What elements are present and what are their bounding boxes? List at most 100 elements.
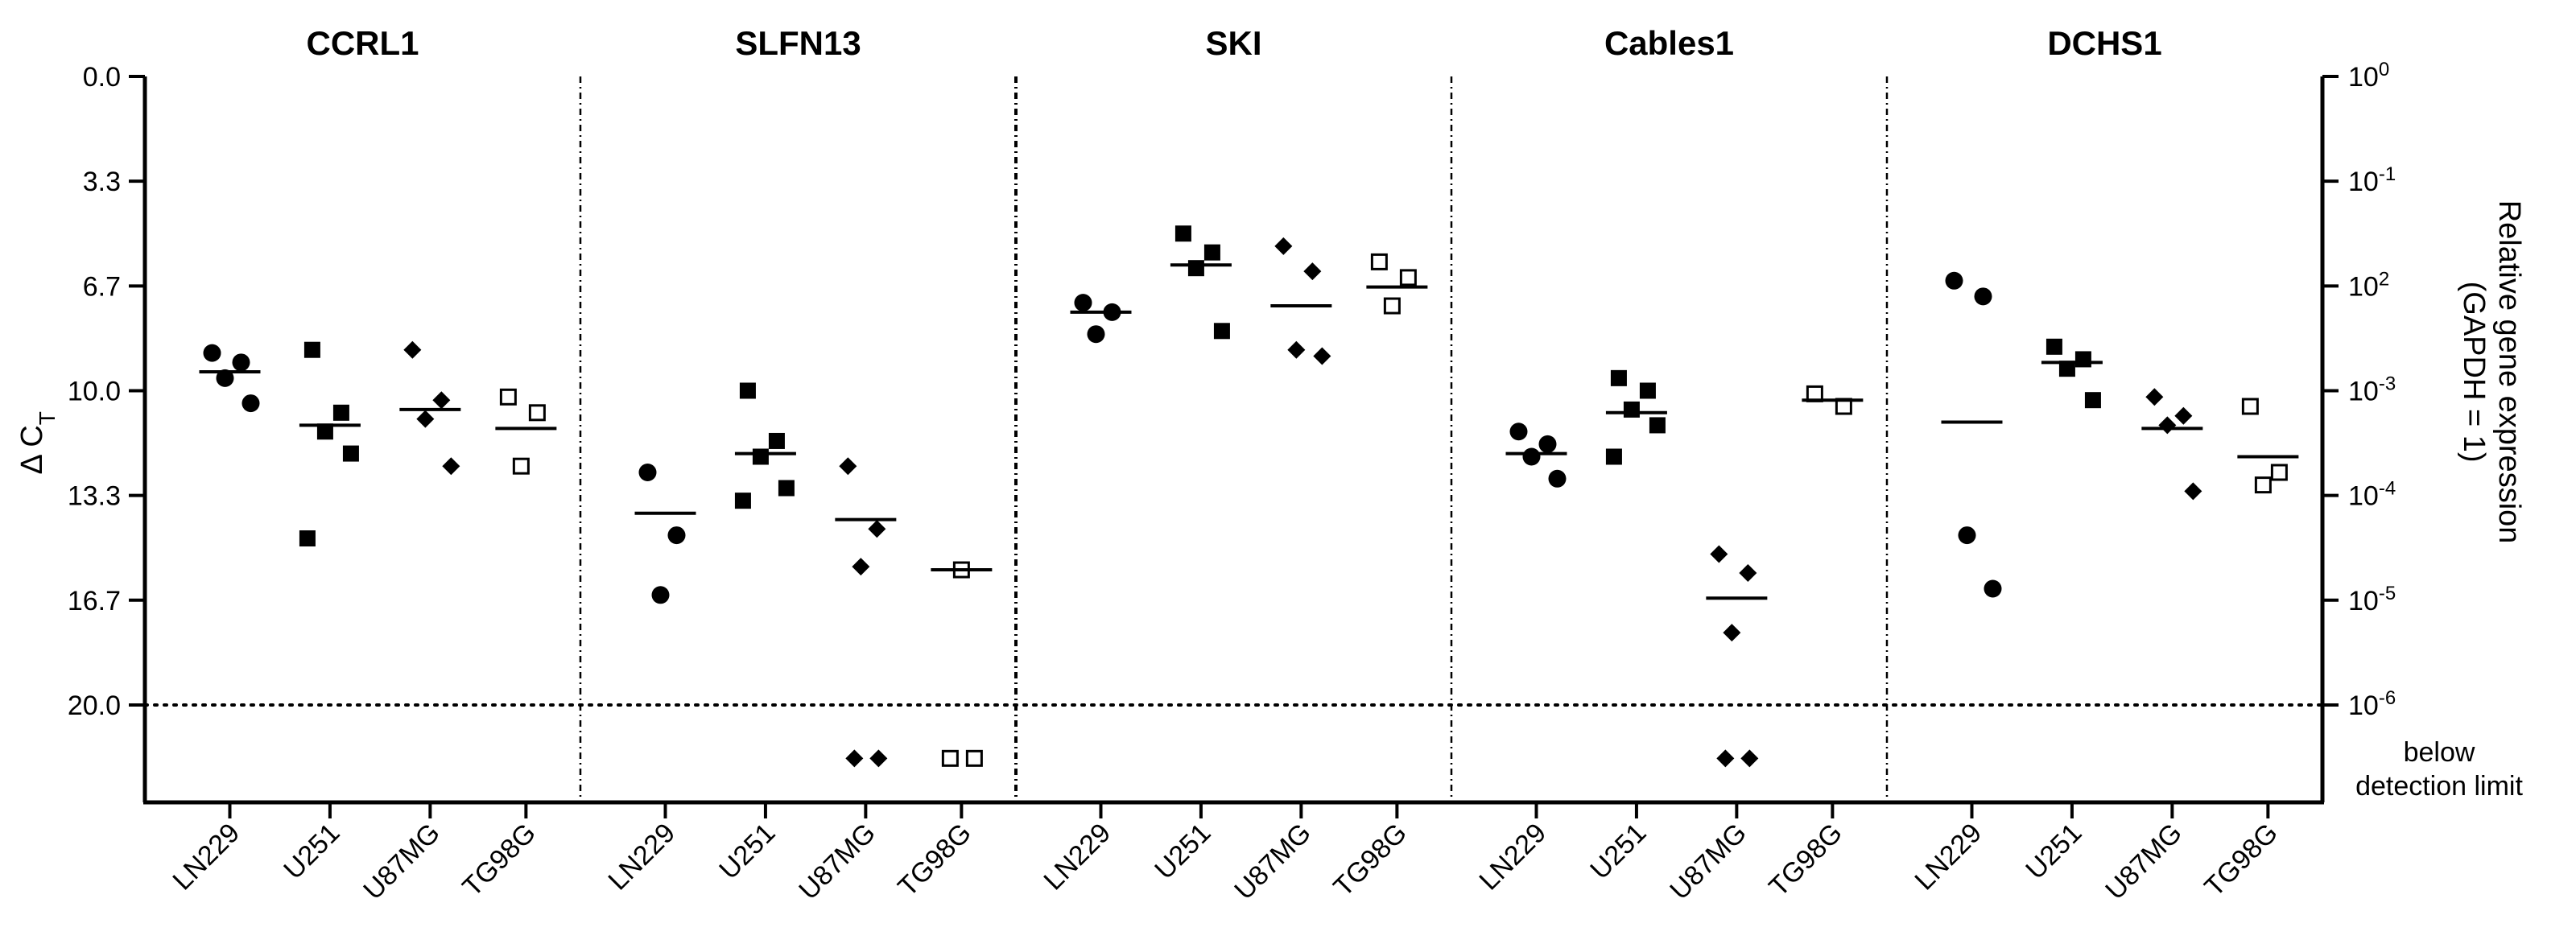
data-point (667, 526, 686, 545)
data-point (403, 340, 422, 359)
category-label: U87MG (2099, 818, 2188, 906)
panel-title: DCHS1 (2047, 24, 2161, 62)
data-point (2184, 482, 2202, 501)
data-point (1313, 347, 1331, 365)
data-point (416, 410, 435, 428)
data-point (299, 530, 316, 546)
y-tick-label-right: 10-4 (2348, 477, 2396, 512)
data-point (1716, 749, 1735, 768)
data-point (2254, 476, 2272, 494)
data-point (1739, 563, 1757, 582)
category-label: U251 (1149, 818, 1216, 885)
category-label: U251 (2020, 818, 2087, 885)
category-label: LN229 (1038, 818, 1117, 897)
data-point (1623, 401, 1640, 418)
data-point (1610, 369, 1627, 386)
category-label: LN229 (167, 818, 246, 897)
category-label: U251 (713, 818, 781, 885)
category-label: U251 (278, 818, 345, 885)
y-tick-label-right: 10-6 (2348, 686, 2396, 721)
data-point (1074, 294, 1092, 312)
data-point (1548, 469, 1567, 488)
data-point (778, 480, 795, 497)
data-point (1383, 297, 1401, 315)
data-point (2058, 361, 2075, 377)
data-point (1213, 323, 1230, 340)
category-label: TG98G (1327, 818, 1413, 903)
category-label: TG98G (456, 818, 542, 903)
panel-title: Cables1 (1604, 24, 1734, 62)
y-axis-left-title: Δ CT (15, 411, 60, 474)
data-point (1538, 435, 1557, 453)
panel-title: CCRL1 (306, 24, 419, 62)
data-point (1649, 417, 1666, 434)
y-tick-label-left: 6.7 (83, 271, 121, 302)
category-label: U87MG (793, 818, 881, 906)
data-point (1710, 545, 1728, 563)
data-point (1303, 262, 1322, 281)
panel-title: SLFN13 (735, 24, 861, 62)
y-tick-label-left: 16.7 (68, 586, 121, 616)
data-point (2145, 388, 2164, 406)
data-point (442, 457, 460, 476)
y-tick-label-right: 100 (2348, 59, 2389, 93)
category-label: TG98G (892, 818, 977, 903)
data-point (768, 432, 785, 449)
y-tick-label-right: 10-1 (2348, 163, 2396, 198)
below-detection-note: below (2404, 737, 2475, 768)
category-label: U251 (1584, 818, 1652, 885)
data-point (839, 457, 857, 476)
data-point (845, 749, 864, 768)
y-tick-label-left: 20.0 (68, 690, 121, 721)
data-point (1087, 325, 1105, 344)
y-tick-label-right: 10-5 (2348, 582, 2396, 616)
data-point (869, 749, 888, 768)
data-point (734, 493, 751, 509)
data-point (2241, 398, 2259, 415)
data-point (303, 341, 320, 358)
data-point (1274, 237, 1293, 255)
y-tick-label-right: 102 (2348, 268, 2389, 303)
panel-title: SKI (1205, 24, 1261, 62)
data-point (342, 445, 359, 462)
category-label: U87MG (1228, 818, 1317, 906)
data-point (216, 369, 234, 387)
category-label: TG98G (2198, 818, 2284, 903)
data-point (512, 457, 530, 475)
data-point (203, 344, 221, 362)
category-label: LN229 (1909, 818, 1988, 897)
category-label: U87MG (357, 818, 446, 906)
data-point (651, 586, 670, 604)
data-point (1187, 260, 1204, 277)
data-point (1399, 269, 1417, 286)
data-point (1509, 423, 1528, 441)
data-point (638, 464, 657, 481)
below-detection-note-line2: detection limit (2355, 771, 2523, 802)
category-label: LN229 (602, 818, 681, 897)
category-label: TG98G (1763, 818, 1848, 903)
data-point (2158, 416, 2177, 435)
y-tick-label-left: 0.0 (83, 62, 121, 93)
data-point (965, 749, 983, 767)
data-point (242, 394, 260, 413)
data-point (232, 353, 250, 372)
data-point (2270, 464, 2288, 481)
data-point (2074, 351, 2091, 368)
data-point (1605, 448, 1622, 465)
data-point (316, 423, 333, 440)
data-point (1740, 749, 1759, 768)
y-tick-label-left: 3.3 (83, 167, 121, 197)
data-point (1287, 340, 1306, 359)
data-point (528, 404, 546, 422)
data-point (752, 448, 769, 465)
data-point (1639, 382, 1656, 399)
y-axis-right-title: Relative gene expression (2492, 200, 2526, 544)
data-point (1984, 579, 2002, 598)
category-label: U87MG (1664, 818, 1752, 906)
data-point (852, 558, 870, 576)
data-point (1723, 624, 1741, 642)
data-point (499, 388, 517, 406)
y-axis-right-subtitle: (GAPDH = 1) (2457, 282, 2491, 463)
category-label: LN229 (1473, 818, 1552, 897)
